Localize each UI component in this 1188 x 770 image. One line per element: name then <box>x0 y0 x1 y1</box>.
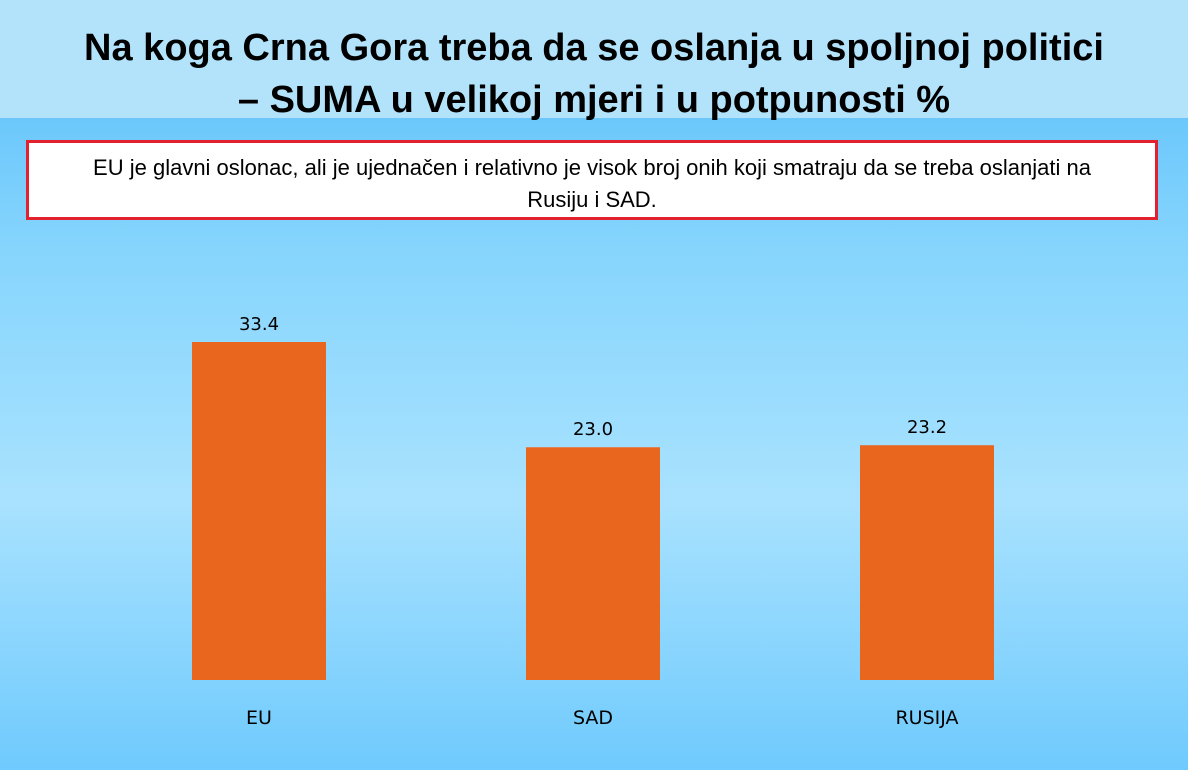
data-label-sad: 23.0 <box>573 419 613 440</box>
bar-eu <box>192 342 326 680</box>
data-label-rusija: 23.2 <box>907 417 947 438</box>
title-line-2: – SUMA u velikoj mjeri i u potpunosti % <box>237 79 951 121</box>
bar-sad <box>526 447 660 680</box>
category-label-eu: EU <box>246 707 272 729</box>
header-band <box>0 0 1188 118</box>
page-title: Na koga Crna Gora treba da se oslanja u … <box>0 22 1188 126</box>
summary-note: EU je glavni oslonac, ali je ujednačen i… <box>26 140 1158 220</box>
category-label-rusija: RUSIJA <box>895 707 958 729</box>
category-label-sad: SAD <box>573 707 613 729</box>
title-line-1: Na koga Crna Gora treba da se oslanja u … <box>84 27 1104 69</box>
data-label-eu: 33.4 <box>239 314 279 335</box>
bar-rusija <box>860 445 994 680</box>
